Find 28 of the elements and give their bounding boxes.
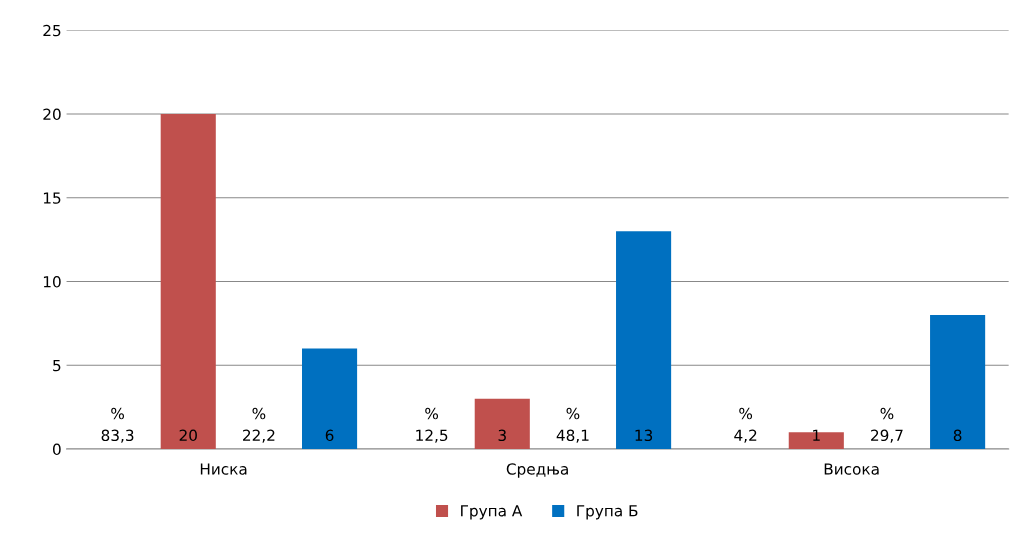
y-tick-label: 10	[43, 276, 61, 288]
annotation: % 83,3	[101, 407, 134, 443]
bar	[930, 315, 986, 450]
y-tick-label: 5	[53, 359, 61, 372]
bar	[474, 398, 530, 450]
data-label: 20	[179, 429, 197, 442]
bar	[302, 348, 358, 450]
annotation: % 4,2	[734, 407, 757, 443]
y-tick-label: 20	[43, 108, 61, 121]
annotation: % 22,2	[243, 407, 275, 443]
legend-label: Група Б	[577, 505, 638, 520]
x-tick-label: Висока	[824, 463, 879, 475]
x-tick-label: Ниска	[200, 463, 247, 475]
data-label: 3	[498, 429, 506, 442]
bar	[160, 114, 216, 450]
bar	[616, 231, 672, 450]
y-tick-label: 0	[52, 443, 61, 456]
data-label: 6	[325, 429, 334, 442]
data-label: 1	[813, 429, 820, 441]
y-tick-label: 15	[43, 192, 61, 204]
y-tick-label: 25	[43, 24, 61, 37]
data-label: 13	[635, 429, 653, 442]
annotation: % 12,5	[416, 407, 448, 443]
annotation: % 48,1	[556, 407, 589, 443]
x-tick-label: Средња	[506, 463, 568, 478]
annotation: % 29,7	[871, 407, 903, 443]
data-label: 8	[953, 429, 962, 442]
legend-label: Група А	[461, 505, 523, 520]
